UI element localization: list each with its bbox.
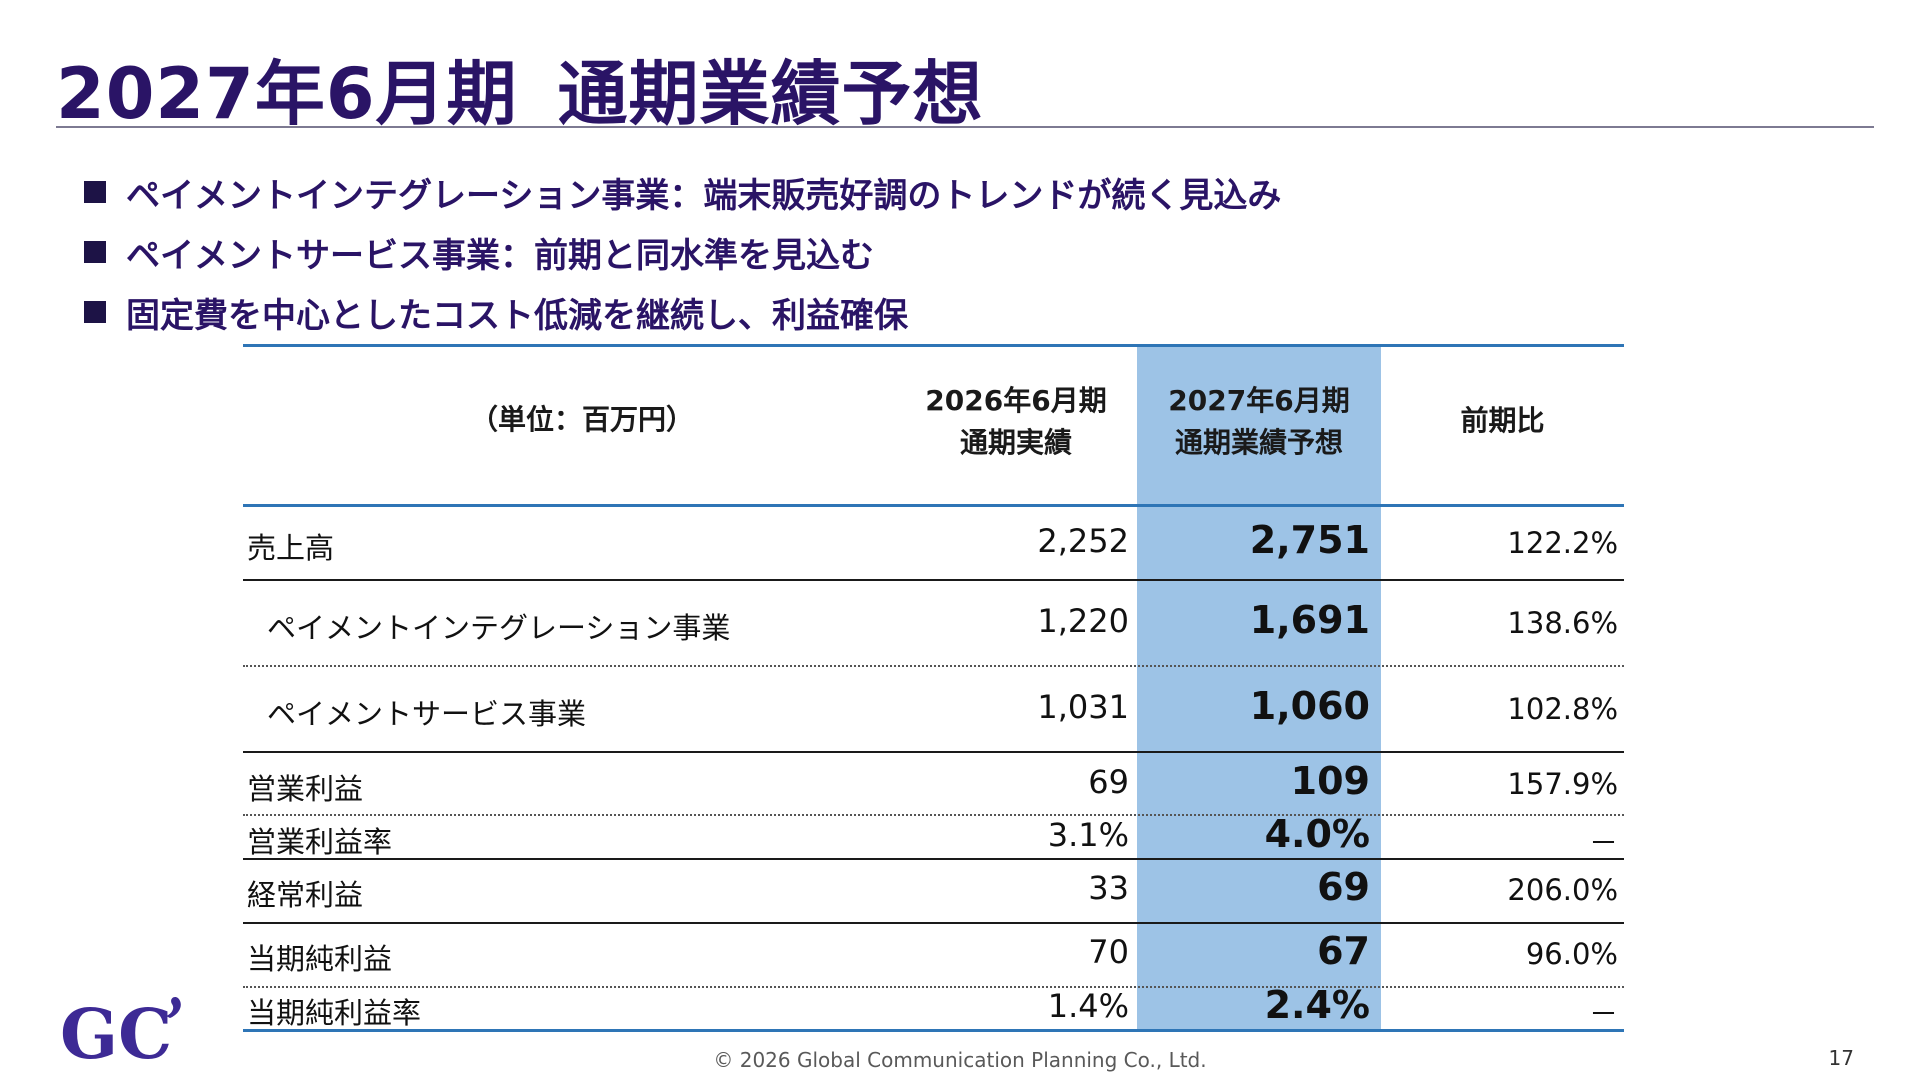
row-label-net-margin: 当期純利益率 [247, 996, 422, 1030]
value-yoy: － [1588, 997, 1618, 1031]
value-yoy: 102.8% [1507, 692, 1618, 726]
column-header-prev-actual: 2026年6月期 通期実績 [896, 380, 1136, 464]
unit-label: （単位：百万円） [470, 403, 695, 436]
company-logo: GC [60, 995, 181, 1068]
row-divider [243, 665, 1624, 667]
row-divider [243, 814, 1624, 816]
row-label-net-income: 当期純利益 [247, 942, 393, 976]
row-label-net-sales: 売上高 [247, 531, 335, 565]
column-header-forecast: 2027年6月期 通期業績予想 [1137, 380, 1381, 464]
value-yoy: 138.6% [1507, 606, 1618, 640]
bullet-item: 固定費を中心としたコスト低減を継続し、利益確保 [84, 282, 1281, 342]
value-forecast: 109 [1290, 759, 1370, 803]
value-prev-actual: 69 [1088, 763, 1129, 801]
value-prev-actual: 33 [1088, 869, 1129, 907]
value-forecast: 69 [1317, 865, 1370, 909]
value-yoy: 157.9% [1507, 767, 1618, 801]
value-yoy: － [1588, 826, 1618, 860]
bullet-text: ペイメントサービス事業：前期と同水準を見込む [126, 235, 874, 276]
row-divider [243, 579, 1624, 581]
row-label-operating-margin: 営業利益率 [247, 825, 393, 859]
value-forecast: 2,751 [1249, 518, 1370, 562]
table-header-rule [243, 504, 1624, 507]
page-number: 17 [1828, 1046, 1854, 1070]
table-bottom-rule [243, 1029, 1624, 1032]
value-prev-actual: 2,252 [1037, 522, 1129, 560]
column-header-line1: 2027年6月期 [1168, 384, 1350, 417]
value-prev-actual: 1.4% [1047, 987, 1129, 1025]
row-divider [243, 922, 1624, 924]
square-bullet-icon [84, 301, 106, 323]
copyright-footer: © 2026 Global Communication Planning Co.… [713, 1048, 1207, 1072]
title-main: 通期業績予想 [557, 53, 984, 135]
logo-swoosh-icon [166, 996, 181, 1018]
value-forecast: 67 [1317, 929, 1370, 973]
value-prev-actual: 1,220 [1037, 602, 1129, 640]
bullet-text: 固定費を中心としたコスト低減を継続し、利益確保 [126, 295, 908, 336]
row-divider [243, 858, 1624, 860]
bullet-list: ペイメントインテグレーション事業：端末販売好調のトレンドが続く見込み ペイメント… [84, 162, 1281, 342]
value-yoy: 96.0% [1525, 937, 1618, 971]
value-prev-actual: 1,031 [1037, 688, 1129, 726]
row-label-operating-income: 営業利益 [247, 772, 364, 806]
value-prev-actual: 3.1% [1047, 816, 1129, 854]
row-label-ordinary-income: 経常利益 [247, 878, 364, 912]
forecast-column-highlight [1137, 345, 1381, 1030]
value-forecast: 4.0% [1264, 812, 1370, 856]
row-divider [243, 986, 1624, 988]
value-forecast: 2.4% [1264, 983, 1370, 1027]
row-divider [243, 751, 1624, 753]
value-prev-actual: 70 [1088, 933, 1129, 971]
logo-letters: GC [60, 995, 172, 1068]
value-yoy: 122.2% [1507, 526, 1618, 560]
column-header-line2: 通期実績 [959, 426, 1072, 459]
title-divider [56, 126, 1874, 128]
title-year: 2027年6月期 [56, 53, 518, 135]
square-bullet-icon [84, 181, 106, 203]
bullet-text: ペイメントインテグレーション事業：端末販売好調のトレンドが続く見込み [126, 175, 1282, 216]
row-label-payment-service: ペイメントサービス事業 [267, 697, 587, 731]
slide-title: 2027年6月期 通期業績予想 [56, 38, 984, 139]
column-header-line1: 2026年6月期 [925, 384, 1107, 417]
value-forecast: 1,060 [1249, 684, 1370, 728]
bullet-item: ペイメントサービス事業：前期と同水準を見込む [84, 222, 1281, 282]
value-yoy: 206.0% [1507, 873, 1618, 907]
table-top-rule [243, 344, 1624, 347]
column-header-yoy: 前期比 [1460, 404, 1545, 437]
square-bullet-icon [84, 241, 106, 263]
row-label-payment-integration: ペイメントインテグレーション事業 [267, 611, 731, 645]
bullet-item: ペイメントインテグレーション事業：端末販売好調のトレンドが続く見込み [84, 162, 1281, 222]
value-forecast: 1,691 [1249, 598, 1370, 642]
column-header-line2: 通期業績予想 [1174, 426, 1343, 459]
